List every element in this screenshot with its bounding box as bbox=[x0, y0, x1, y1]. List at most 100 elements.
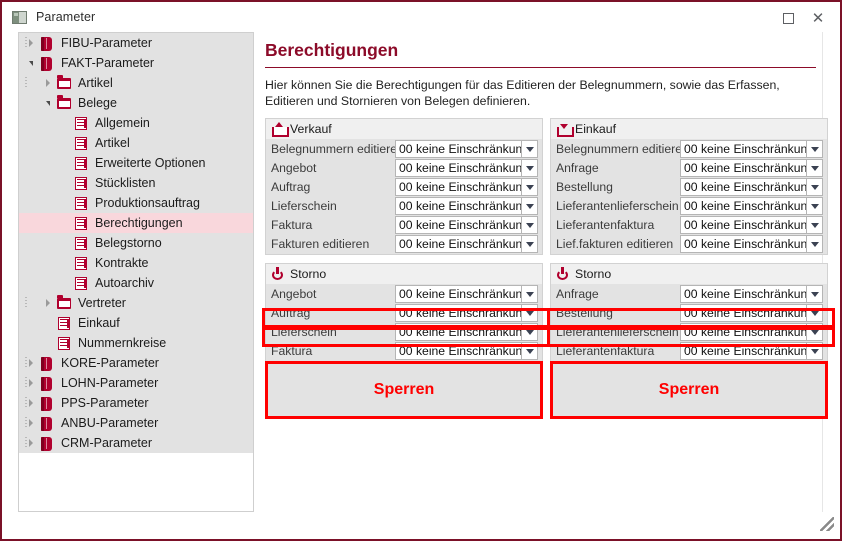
permission-select[interactable]: 00 keine Einschränkung bbox=[395, 140, 538, 158]
permission-select[interactable]: 00 keine Einschränkung bbox=[680, 140, 823, 158]
permission-select[interactable]: 00 keine Einschränkung bbox=[680, 342, 823, 360]
expand-arrow-icon[interactable] bbox=[23, 373, 39, 393]
dropdown-button[interactable] bbox=[521, 216, 538, 234]
permission-select-value[interactable]: 00 keine Einschränkung bbox=[680, 178, 806, 196]
tree-item-autoarchiv[interactable]: Autoarchiv bbox=[19, 273, 253, 293]
permission-select[interactable]: 00 keine Einschränkung bbox=[395, 342, 538, 360]
dropdown-button[interactable] bbox=[806, 323, 823, 341]
expand-arrow-icon[interactable] bbox=[23, 433, 39, 453]
tree-item-crm-parameter[interactable]: CRM-Parameter bbox=[19, 433, 253, 453]
permission-select[interactable]: 00 keine Einschränkung bbox=[680, 216, 823, 234]
permission-select-value[interactable]: 00 keine Einschränkung bbox=[680, 304, 806, 322]
dropdown-button[interactable] bbox=[521, 159, 538, 177]
expand-arrow-icon[interactable] bbox=[23, 413, 39, 433]
dropdown-button[interactable] bbox=[521, 285, 538, 303]
dropdown-button[interactable] bbox=[521, 323, 538, 341]
permission-select[interactable]: 00 keine Einschränkung bbox=[395, 304, 538, 322]
permission-select[interactable]: 00 keine Einschränkung bbox=[680, 159, 823, 177]
expand-arrow-icon[interactable] bbox=[23, 353, 39, 373]
dropdown-button[interactable] bbox=[521, 178, 538, 196]
dropdown-button[interactable] bbox=[521, 342, 538, 360]
dropdown-button[interactable] bbox=[521, 197, 538, 215]
tree-item-fibu-parameter[interactable]: FIBU-Parameter bbox=[19, 33, 253, 53]
collapse-arrow-icon[interactable] bbox=[40, 93, 56, 113]
permission-select-value[interactable]: 00 keine Einschränkung bbox=[680, 235, 806, 253]
permission-select-value[interactable]: 00 keine Einschränkung bbox=[680, 216, 806, 234]
expand-arrow-icon[interactable] bbox=[23, 393, 39, 413]
permission-select-value[interactable]: 00 keine Einschränkung bbox=[680, 285, 806, 303]
permission-select-value[interactable]: 00 keine Einschränkung bbox=[395, 197, 521, 215]
collapse-arrow-icon[interactable] bbox=[23, 53, 39, 73]
tree-item-berechtigungen[interactable]: Berechtigungen bbox=[19, 213, 253, 233]
tree-item-kontrakte[interactable]: Kontrakte bbox=[19, 253, 253, 273]
tree-item-fakt-parameter[interactable]: FAKT-Parameter bbox=[19, 53, 253, 73]
permission-select-value[interactable]: 00 keine Einschränkung bbox=[395, 285, 521, 303]
tree-item-artikel[interactable]: Artikel bbox=[19, 73, 253, 93]
permission-select-value[interactable]: 00 keine Einschränkung bbox=[395, 304, 521, 322]
tree-item-artikel[interactable]: Artikel bbox=[19, 133, 253, 153]
tree-item-einkauf[interactable]: Einkauf bbox=[19, 313, 253, 333]
expand-arrow-icon[interactable] bbox=[25, 73, 56, 93]
permission-select-value[interactable]: 00 keine Einschränkung bbox=[395, 159, 521, 177]
tree-item-kore-parameter[interactable]: KORE-Parameter bbox=[19, 353, 253, 373]
tree-item-vertreter[interactable]: Vertreter bbox=[19, 293, 253, 313]
permission-select-value[interactable]: 00 keine Einschränkung bbox=[680, 140, 806, 158]
expand-arrow-icon[interactable] bbox=[25, 293, 56, 313]
permission-select[interactable]: 00 keine Einschränkung bbox=[395, 178, 538, 196]
permission-select[interactable]: 00 keine Einschränkung bbox=[680, 178, 823, 196]
tree-item-allgemein[interactable]: Allgemein bbox=[19, 113, 253, 133]
permission-select-value[interactable]: 00 keine Einschränkung bbox=[395, 323, 521, 341]
maximize-button[interactable] bbox=[776, 8, 800, 28]
permission-select-value[interactable]: 00 keine Einschränkung bbox=[680, 323, 806, 341]
sperren-box-left[interactable]: Sperren bbox=[265, 361, 543, 419]
permission-select[interactable]: 00 keine Einschränkung bbox=[680, 304, 823, 322]
tree-item-belegstorno[interactable]: Belegstorno bbox=[19, 233, 253, 253]
dropdown-button[interactable] bbox=[806, 159, 823, 177]
permission-select-value[interactable]: 00 keine Einschränkung bbox=[395, 140, 521, 158]
tree-item-produktionsauftrag[interactable]: Produktionsauftrag bbox=[19, 193, 253, 213]
dropdown-button[interactable] bbox=[521, 235, 538, 253]
dropdown-button[interactable] bbox=[521, 140, 538, 158]
permission-select-value[interactable]: 00 keine Einschränkung bbox=[680, 342, 806, 360]
dropdown-button[interactable] bbox=[806, 304, 823, 322]
tree-item-nummernkreise[interactable]: Nummernkreise bbox=[19, 333, 253, 353]
tree-item-lohn-parameter[interactable]: LOHN-Parameter bbox=[19, 373, 253, 393]
permission-select-value[interactable]: 00 keine Einschränkung bbox=[395, 342, 521, 360]
dropdown-button[interactable] bbox=[806, 197, 823, 215]
permission-select[interactable]: 00 keine Einschränkung bbox=[680, 285, 823, 303]
expand-arrow-icon[interactable] bbox=[23, 33, 39, 53]
dropdown-button[interactable] bbox=[806, 178, 823, 196]
dropdown-button[interactable] bbox=[806, 235, 823, 253]
tree-item-erweiterte-optionen[interactable]: Erweiterte Optionen bbox=[19, 153, 253, 173]
tree-item-st-cklisten[interactable]: Stücklisten bbox=[19, 173, 253, 193]
dropdown-button[interactable] bbox=[806, 216, 823, 234]
permission-select[interactable]: 00 keine Einschränkung bbox=[395, 197, 538, 215]
permission-select[interactable]: 00 keine Einschränkung bbox=[680, 323, 823, 341]
permission-select[interactable]: 00 keine Einschränkung bbox=[680, 197, 823, 215]
resize-grip[interactable] bbox=[820, 517, 834, 531]
permission-select-value[interactable]: 00 keine Einschränkung bbox=[395, 235, 521, 253]
permission-select[interactable]: 00 keine Einschränkung bbox=[395, 323, 538, 341]
chevron-down-icon bbox=[525, 241, 534, 247]
dropdown-button[interactable] bbox=[521, 304, 538, 322]
permission-select-value[interactable]: 00 keine Einschränkung bbox=[395, 216, 521, 234]
dropdown-button[interactable] bbox=[806, 140, 823, 158]
permission-label: Lieferantenfaktura bbox=[556, 344, 655, 358]
parameter-tree[interactable]: FIBU-Parameter FAKT-Parameter Artikel Beleg… bbox=[18, 32, 254, 512]
dropdown-button[interactable] bbox=[806, 342, 823, 360]
permission-select-value[interactable]: 00 keine Einschränkung bbox=[680, 197, 806, 215]
chevron-down-icon bbox=[525, 310, 534, 316]
permission-select[interactable]: 00 keine Einschränkung bbox=[395, 285, 538, 303]
permission-select-value[interactable]: 00 keine Einschränkung bbox=[680, 159, 806, 177]
tree-item-pps-parameter[interactable]: PPS-Parameter bbox=[19, 393, 253, 413]
close-button[interactable]: ✕ bbox=[806, 8, 830, 28]
permission-select[interactable]: 00 keine Einschränkung bbox=[395, 159, 538, 177]
tree-item-anbu-parameter[interactable]: ANBU-Parameter bbox=[19, 413, 253, 433]
permission-select[interactable]: 00 keine Einschränkung bbox=[395, 235, 538, 253]
sperren-box-right[interactable]: Sperren bbox=[550, 361, 828, 419]
permission-select[interactable]: 00 keine Einschränkung bbox=[680, 235, 823, 253]
dropdown-button[interactable] bbox=[806, 285, 823, 303]
tree-item-belege[interactable]: Belege bbox=[19, 93, 253, 113]
permission-select-value[interactable]: 00 keine Einschränkung bbox=[395, 178, 521, 196]
permission-select[interactable]: 00 keine Einschränkung bbox=[395, 216, 538, 234]
